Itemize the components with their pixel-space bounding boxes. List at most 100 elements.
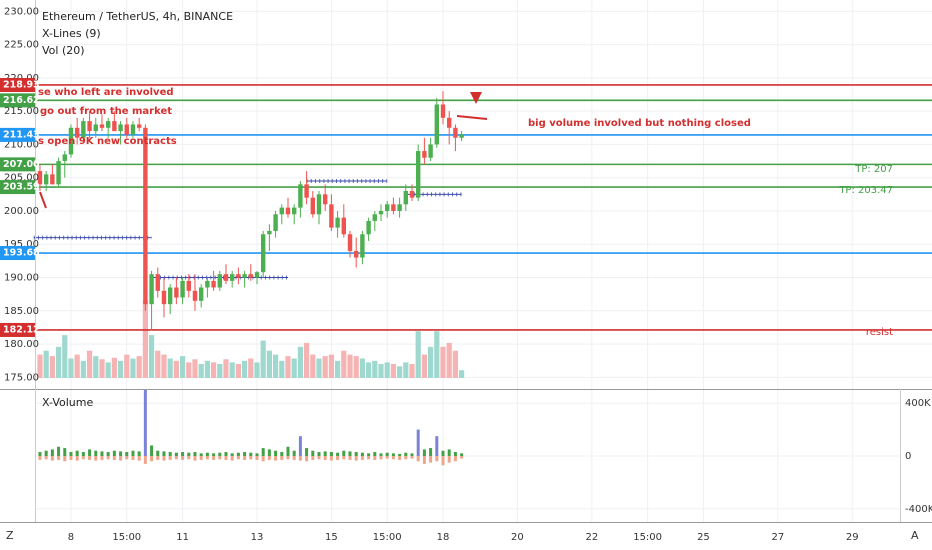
volume-bar — [347, 354, 353, 378]
volume-bar — [155, 350, 161, 378]
volume-bar — [353, 356, 359, 378]
xvolume-buy — [261, 448, 265, 456]
volume-bar — [62, 335, 68, 378]
candle-body — [211, 280, 216, 288]
annotation: resist — [866, 327, 893, 338]
candle-body — [285, 207, 291, 215]
xvolume-buy — [162, 451, 166, 456]
candle-body — [56, 161, 61, 185]
xvolume-buy — [50, 449, 54, 456]
xvolume-buy — [199, 453, 203, 456]
xvolume-sell — [317, 456, 321, 460]
x-tick-label: 15:00 — [373, 532, 402, 543]
volume-bar — [130, 358, 136, 378]
icon[interactable]: Z — [6, 529, 14, 542]
volume-bar — [372, 360, 378, 378]
icon[interactable]: A — [911, 529, 919, 542]
xvolume-sell — [453, 456, 457, 462]
xvolume-sell — [218, 456, 222, 460]
volume-bar — [297, 346, 303, 378]
candle-body — [223, 274, 229, 281]
xvolume-buy — [354, 452, 358, 456]
candle-body — [360, 234, 365, 258]
candle-body — [68, 127, 74, 155]
xvolume-buy — [205, 452, 209, 456]
xvolume-buy — [398, 454, 402, 456]
xvolume-buy — [447, 449, 451, 456]
candle-body — [186, 280, 191, 291]
xvolume-sell — [447, 456, 451, 463]
xvolume-buy — [125, 452, 129, 456]
xvolume-sell — [435, 456, 439, 462]
candle-body — [167, 287, 173, 305]
xvolume-sell — [100, 456, 104, 460]
xvolume-sell — [243, 456, 247, 460]
volume-bar — [428, 346, 434, 378]
xvolume-sell — [348, 456, 352, 460]
xvolume-buy — [323, 451, 327, 456]
xvolume-sell — [236, 456, 240, 460]
xvolume-sell — [391, 456, 395, 460]
xvolume-buy — [348, 451, 352, 456]
xvolume-buy — [143, 390, 147, 456]
annotation: s open 9K new contracts — [38, 136, 177, 147]
volume-bar — [210, 362, 217, 378]
candle-body — [161, 290, 167, 305]
xvolume-buy — [286, 446, 290, 456]
xvolume-sell — [354, 456, 358, 461]
volume-bar — [260, 340, 266, 378]
y-tick-label: 180.00 — [4, 339, 39, 350]
xvolume-sell — [249, 456, 253, 460]
x-tick-label: 13 — [251, 532, 264, 543]
y-tick-label: 215.00 — [4, 106, 39, 117]
xvolume-buy — [453, 452, 457, 456]
xvolume-buy — [57, 446, 61, 456]
y-tick-label: 185.00 — [4, 306, 39, 317]
xvolume-buy — [212, 453, 216, 456]
volume-bar — [111, 357, 117, 378]
volume-bar — [204, 360, 210, 378]
annotation: big volume involved but nothing closed — [528, 118, 751, 129]
candle-body — [205, 280, 210, 288]
volume-bar — [43, 350, 49, 378]
xvolume-buy — [385, 452, 389, 456]
volume-bar — [279, 360, 285, 378]
candle-body — [409, 191, 415, 198]
volume-bar — [124, 354, 130, 378]
xvolume-buy — [298, 436, 302, 456]
candle-body — [99, 124, 105, 128]
xvolume-buy — [44, 450, 48, 456]
y-tick-label: 195.00 — [4, 239, 39, 250]
xvolume-buy — [435, 436, 439, 456]
xvolume-buy — [280, 452, 284, 456]
level-label: 211.43 — [3, 129, 40, 140]
xvolume-buy — [218, 452, 222, 456]
xvolume-buy — [410, 453, 414, 456]
volume-bar — [223, 359, 229, 378]
candle-body — [124, 124, 129, 135]
candle-body — [236, 274, 241, 278]
xvolume-sell — [305, 456, 309, 462]
candle-body — [43, 174, 49, 185]
x-tick-label: 11 — [176, 532, 189, 543]
xvolume-buy — [391, 453, 395, 456]
arrow — [470, 92, 482, 104]
xvolume-sell — [119, 456, 123, 461]
y-tick-label: 205.00 — [4, 173, 39, 184]
xvolume-sell — [131, 456, 135, 460]
xvolume-sell — [329, 456, 333, 461]
candle-body — [180, 280, 185, 298]
xvolume-sell — [162, 456, 166, 461]
candle-body — [347, 234, 353, 251]
candle-body — [316, 194, 322, 215]
xvolume-buy — [329, 452, 333, 456]
candle-body — [198, 287, 204, 301]
volume-bar — [136, 356, 142, 378]
xvolume-sell — [69, 456, 73, 460]
xvolume-sell — [224, 456, 228, 460]
candle-body — [192, 290, 198, 301]
volume-bar — [254, 362, 260, 378]
volume-bar — [390, 363, 397, 378]
y-tick-label: 175.00 — [4, 372, 39, 383]
